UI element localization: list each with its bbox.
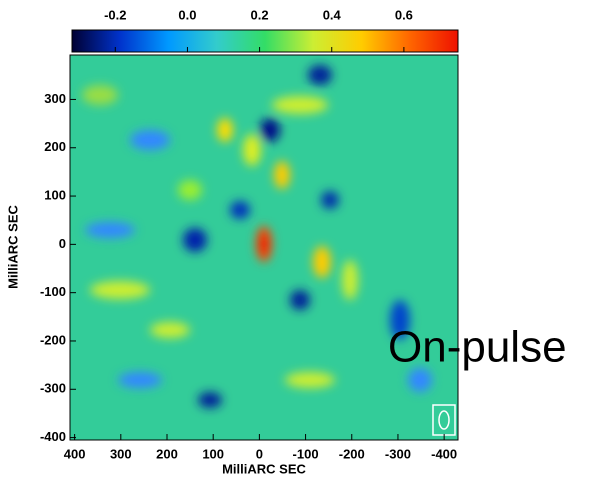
x-tick-label: -100 (293, 446, 319, 461)
annotation: On-pulse (388, 323, 567, 372)
colorbar (71, 29, 459, 53)
plot-frame (69, 54, 459, 441)
colorbar-tick-label: -0.2 (104, 7, 126, 22)
x-tick-label: -400 (431, 446, 457, 461)
colorbar-tick-label: 0.4 (323, 7, 342, 22)
y-tick-label: -200 (40, 332, 66, 347)
x-tick-label: 300 (110, 446, 132, 461)
y-axis-label: MilliARC SEC (5, 205, 20, 289)
x-tick-label: -300 (385, 446, 411, 461)
y-tick-label: -400 (40, 429, 66, 444)
colorbar-tick-label: 0.2 (251, 7, 269, 22)
y-tick-label: 0 (59, 236, 66, 251)
y-tick-label: -300 (40, 381, 66, 396)
x-tick-label: 100 (202, 446, 224, 461)
y-tick-label: 300 (44, 91, 66, 106)
y-tick-label: -100 (40, 284, 66, 299)
x-tick-label: -200 (339, 446, 365, 461)
y-tick-label: 200 (44, 139, 66, 154)
x-tick-label: 0 (256, 446, 263, 461)
x-tick-label: 400 (64, 446, 86, 461)
x-tick-label: 200 (156, 446, 178, 461)
colorbar-tick-label: 0.6 (395, 7, 413, 22)
x-axis-label: MilliARC SEC (222, 461, 306, 476)
y-tick-label: 100 (44, 187, 66, 202)
colorbar-tick-label: 0.0 (178, 7, 196, 22)
image-field (70, 55, 458, 440)
